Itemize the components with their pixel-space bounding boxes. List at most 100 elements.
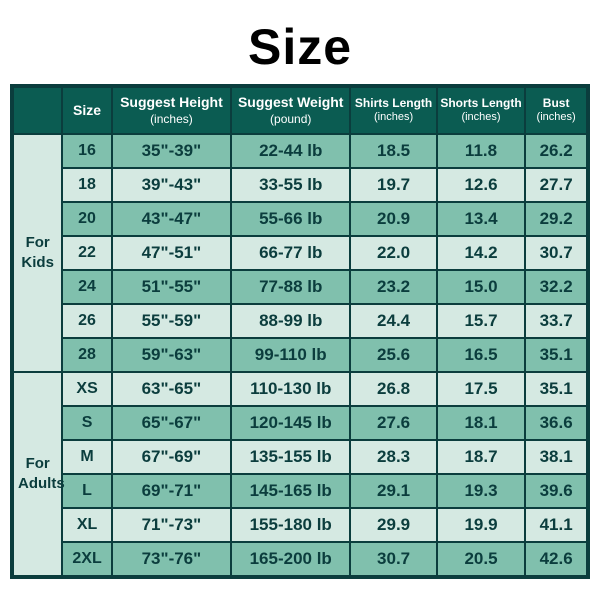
header-shorts-main: Shorts Length [440,96,522,111]
cell-shorts: 13.4 [437,202,525,236]
cell-size: M [62,440,111,474]
cell-size: XS [62,372,111,406]
cell-shirts: 24.4 [350,304,436,338]
cell-size: L [62,474,111,508]
cell-weight: 33-55 lb [231,168,350,202]
header-height-main: Suggest Height [115,94,228,112]
cell-shorts: 18.7 [437,440,525,474]
cell-weight: 165-200 lb [231,542,350,576]
cell-height: 39"-43" [112,168,231,202]
cell-weight: 110-130 lb [231,372,350,406]
cell-bust: 42.6 [525,542,587,576]
cell-bust: 30.7 [525,236,587,270]
cell-weight: 135-155 lb [231,440,350,474]
cell-height: 59"-63" [112,338,231,372]
cell-bust: 32.2 [525,270,587,304]
group-label: ForAdults [13,372,62,576]
cell-height: 73"-76" [112,542,231,576]
cell-height: 35"-39" [112,134,231,168]
header-height-sub: (inches) [115,112,228,127]
table-row: 2XL73"-76"165-200 lb30.720.542.6 [13,542,587,576]
table-row: 2043"-47"55-66 lb20.913.429.2 [13,202,587,236]
cell-size: 2XL [62,542,111,576]
cell-height: 65"-67" [112,406,231,440]
cell-shorts: 18.1 [437,406,525,440]
cell-shirts: 22.0 [350,236,436,270]
cell-size: 24 [62,270,111,304]
cell-size: 26 [62,304,111,338]
cell-height: 55"-59" [112,304,231,338]
header-height: Suggest Height (inches) [112,87,231,134]
cell-shorts: 16.5 [437,338,525,372]
cell-size: 18 [62,168,111,202]
cell-size: 22 [62,236,111,270]
cell-shorts: 14.2 [437,236,525,270]
header-bust-sub: (inches) [528,111,584,125]
cell-shorts: 15.0 [437,270,525,304]
cell-height: 51"-55" [112,270,231,304]
cell-shorts: 19.3 [437,474,525,508]
cell-size: 28 [62,338,111,372]
table-row: M67"-69"135-155 lb28.318.738.1 [13,440,587,474]
cell-shirts: 26.8 [350,372,436,406]
table-row: S65"-67"120-145 lb27.618.136.6 [13,406,587,440]
cell-shirts: 28.3 [350,440,436,474]
table-row: L69"-71"145-165 lb29.119.339.6 [13,474,587,508]
header-size: Size [62,87,111,134]
header-weight-sub: (pound) [234,112,347,127]
cell-bust: 35.1 [525,338,587,372]
cell-height: 71"-73" [112,508,231,542]
header-shirts: Shirts Length (inches) [350,87,436,134]
header-bust-main: Bust [528,96,584,111]
cell-shirts: 25.6 [350,338,436,372]
cell-weight: 88-99 lb [231,304,350,338]
table-row: 2451"-55"77-88 lb23.215.032.2 [13,270,587,304]
cell-shirts: 30.7 [350,542,436,576]
header-weight-main: Suggest Weight [234,94,347,112]
header-shorts: Shorts Length (inches) [437,87,525,134]
cell-bust: 41.1 [525,508,587,542]
table-row: 2655"-59"88-99 lb24.415.733.7 [13,304,587,338]
cell-height: 47"-51" [112,236,231,270]
header-blank [13,87,62,134]
size-table-container: Size Suggest Height (inches) Suggest Wei… [10,84,590,579]
table-row: 1839"-43"33-55 lb19.712.627.7 [13,168,587,202]
header-size-main: Size [65,102,108,120]
table-row: ForAdultsXS63"-65"110-130 lb26.817.535.1 [13,372,587,406]
cell-height: 69"-71" [112,474,231,508]
size-table: Size Suggest Height (inches) Suggest Wei… [12,86,588,577]
cell-bust: 36.6 [525,406,587,440]
table-row: XL71"-73"155-180 lb29.919.941.1 [13,508,587,542]
cell-shirts: 29.9 [350,508,436,542]
cell-weight: 77-88 lb [231,270,350,304]
cell-height: 63"-65" [112,372,231,406]
table-row: 2859"-63"99-110 lb25.616.535.1 [13,338,587,372]
cell-bust: 39.6 [525,474,587,508]
cell-shorts: 20.5 [437,542,525,576]
cell-shirts: 29.1 [350,474,436,508]
cell-bust: 35.1 [525,372,587,406]
cell-shirts: 19.7 [350,168,436,202]
cell-bust: 38.1 [525,440,587,474]
header-bust: Bust (inches) [525,87,587,134]
table-row: 2247"-51"66-77 lb22.014.230.7 [13,236,587,270]
header-shorts-sub: (inches) [440,111,522,125]
cell-shorts: 15.7 [437,304,525,338]
cell-weight: 120-145 lb [231,406,350,440]
cell-bust: 26.2 [525,134,587,168]
cell-weight: 66-77 lb [231,236,350,270]
cell-shirts: 27.6 [350,406,436,440]
table-row: ForKids1635"-39"22-44 lb18.511.826.2 [13,134,587,168]
cell-size: S [62,406,111,440]
page-title: Size [10,0,590,84]
cell-size: 16 [62,134,111,168]
cell-shirts: 23.2 [350,270,436,304]
cell-shorts: 12.6 [437,168,525,202]
header-shirts-main: Shirts Length [353,96,433,111]
cell-weight: 155-180 lb [231,508,350,542]
header-shirts-sub: (inches) [353,111,433,125]
cell-shorts: 17.5 [437,372,525,406]
cell-shorts: 11.8 [437,134,525,168]
cell-size: XL [62,508,111,542]
header-weight: Suggest Weight (pound) [231,87,350,134]
